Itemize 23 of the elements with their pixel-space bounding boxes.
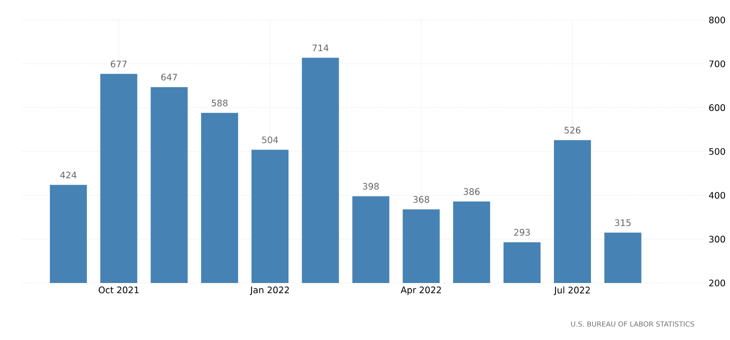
x-tick-label: Apr 2022 — [400, 286, 441, 296]
y-tick-label: 500 — [709, 148, 726, 155]
x-tick-label: Jul 2022 — [554, 286, 590, 296]
data-label: 588 — [212, 100, 228, 106]
y-tick-label: 400 — [708, 192, 726, 199]
data-label: 424 — [60, 172, 76, 178]
data-label: 526 — [564, 126, 580, 134]
data-label: 647 — [161, 74, 177, 81]
data-label: 368 — [413, 196, 430, 203]
y-tick-label: 700 — [709, 60, 726, 68]
data-label: 315 — [614, 219, 631, 226]
x-tick-label: Oct 2021 — [98, 286, 139, 294]
x-tick-label: Jan 2022 — [250, 286, 289, 295]
data-label: 504 — [262, 136, 278, 144]
y-tick-label: 800 — [709, 16, 726, 24]
y-tick-label: 300 — [709, 236, 726, 243]
data-label: 677 — [110, 60, 127, 68]
data-label: 714 — [312, 44, 328, 52]
data-label: 398 — [362, 182, 379, 190]
y-tick-label: 200 — [709, 280, 726, 286]
y-tick-label: 600 — [709, 104, 726, 112]
data-label: 386 — [464, 188, 480, 195]
data-label: 293 — [514, 228, 530, 236]
